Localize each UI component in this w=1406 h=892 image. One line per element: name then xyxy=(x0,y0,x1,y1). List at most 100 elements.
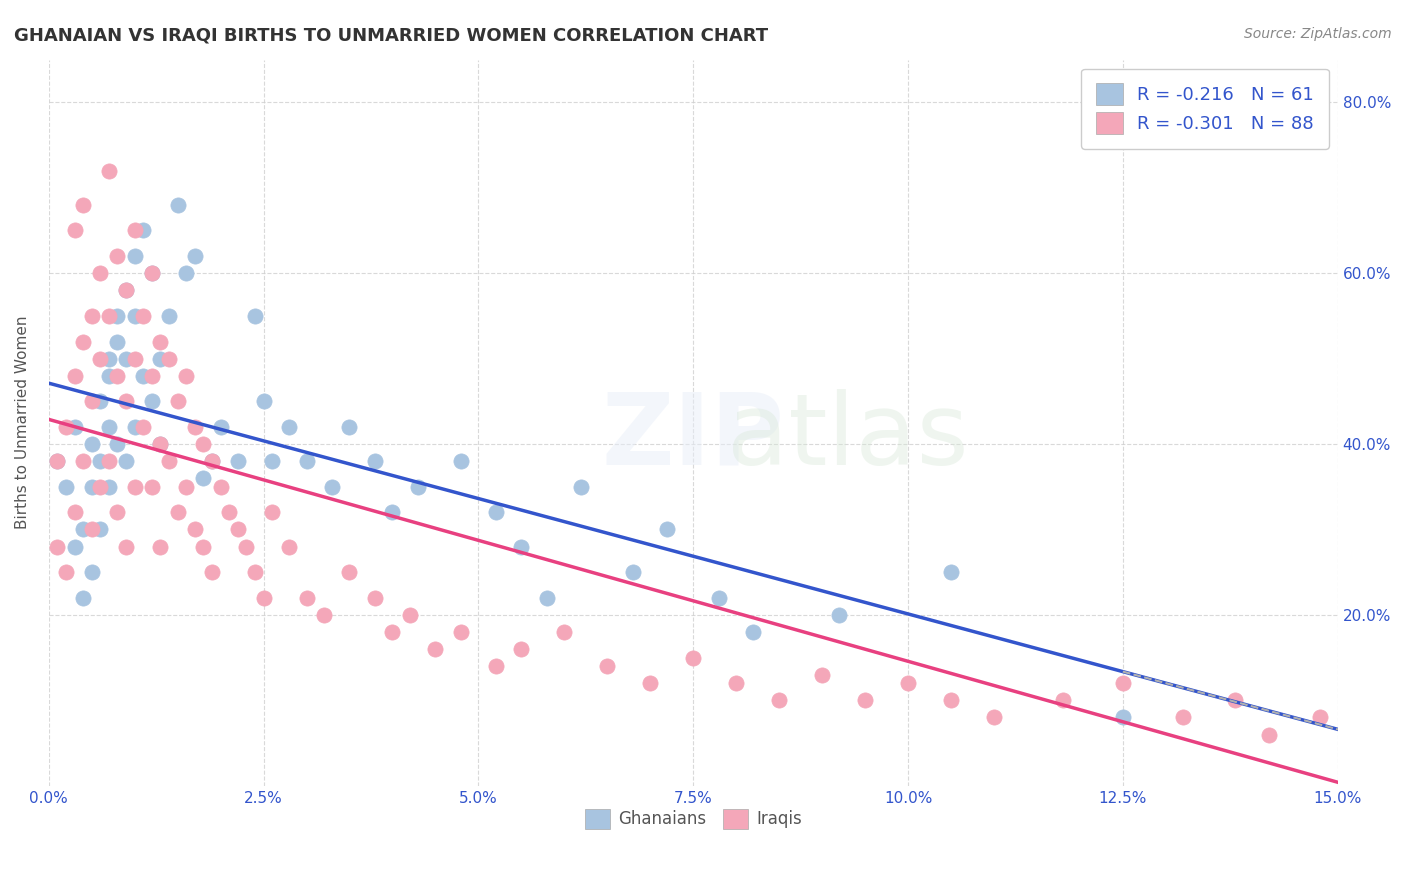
Point xyxy=(115,351,138,366)
Point xyxy=(124,309,146,323)
Point xyxy=(811,667,834,681)
Point xyxy=(1309,710,1331,724)
Point xyxy=(1223,693,1246,707)
Point xyxy=(157,309,180,323)
Point xyxy=(149,334,172,349)
Point xyxy=(1112,710,1135,724)
Point xyxy=(63,505,86,519)
Point xyxy=(553,625,575,640)
Point xyxy=(262,454,284,468)
Point xyxy=(149,351,172,366)
Point xyxy=(132,420,155,434)
Point xyxy=(124,223,146,237)
Point xyxy=(450,625,472,640)
Point xyxy=(295,454,318,468)
Point xyxy=(596,659,619,673)
Point xyxy=(149,437,172,451)
Point xyxy=(80,309,103,323)
Point xyxy=(132,309,155,323)
Point xyxy=(166,394,188,409)
Point xyxy=(621,565,644,579)
Point xyxy=(226,523,249,537)
Point xyxy=(115,283,138,297)
Point xyxy=(80,480,103,494)
Point xyxy=(132,368,155,383)
Point xyxy=(484,505,506,519)
Point xyxy=(80,437,103,451)
Point xyxy=(63,540,86,554)
Point xyxy=(124,351,146,366)
Point xyxy=(398,607,420,622)
Point xyxy=(243,565,266,579)
Point xyxy=(364,454,387,468)
Point xyxy=(184,420,207,434)
Point xyxy=(80,565,103,579)
Point xyxy=(235,540,257,554)
Point xyxy=(149,437,172,451)
Point xyxy=(252,591,274,605)
Y-axis label: Births to Unmarried Women: Births to Unmarried Women xyxy=(15,316,30,530)
Point xyxy=(339,420,361,434)
Point xyxy=(184,249,207,263)
Point xyxy=(124,420,146,434)
Point xyxy=(707,591,730,605)
Point xyxy=(536,591,558,605)
Point xyxy=(63,223,86,237)
Point xyxy=(89,523,111,537)
Point xyxy=(132,223,155,237)
Point xyxy=(149,540,172,554)
Point xyxy=(72,523,94,537)
Point xyxy=(97,480,120,494)
Point xyxy=(46,454,69,468)
Point xyxy=(124,480,146,494)
Point xyxy=(638,676,661,690)
Point xyxy=(193,540,215,554)
Point xyxy=(853,693,876,707)
Point xyxy=(1395,710,1406,724)
Point xyxy=(141,266,163,280)
Point xyxy=(828,607,851,622)
Point xyxy=(107,368,129,383)
Point xyxy=(89,351,111,366)
Point xyxy=(768,693,790,707)
Point xyxy=(89,394,111,409)
Point xyxy=(72,454,94,468)
Point xyxy=(218,505,240,519)
Point xyxy=(262,505,284,519)
Point xyxy=(72,334,94,349)
Point xyxy=(115,283,138,297)
Point xyxy=(321,480,343,494)
Point xyxy=(1257,727,1279,741)
Point xyxy=(63,420,86,434)
Point xyxy=(510,540,533,554)
Point xyxy=(141,480,163,494)
Point xyxy=(484,659,506,673)
Text: GHANAIAN VS IRAQI BIRTHS TO UNMARRIED WOMEN CORRELATION CHART: GHANAIAN VS IRAQI BIRTHS TO UNMARRIED WO… xyxy=(14,27,768,45)
Point xyxy=(381,625,404,640)
Point xyxy=(72,198,94,212)
Point xyxy=(80,394,103,409)
Point xyxy=(97,163,120,178)
Point xyxy=(97,351,120,366)
Point xyxy=(174,266,197,280)
Point xyxy=(115,540,138,554)
Point xyxy=(55,420,77,434)
Point xyxy=(510,642,533,657)
Point xyxy=(682,650,704,665)
Point xyxy=(209,420,232,434)
Point xyxy=(725,676,748,690)
Point xyxy=(983,710,1005,724)
Point xyxy=(174,480,197,494)
Text: Source: ZipAtlas.com: Source: ZipAtlas.com xyxy=(1244,27,1392,41)
Point xyxy=(97,420,120,434)
Point xyxy=(80,523,103,537)
Point xyxy=(157,351,180,366)
Point xyxy=(571,480,593,494)
Point xyxy=(107,249,129,263)
Point xyxy=(1052,693,1074,707)
Point xyxy=(381,505,404,519)
Point xyxy=(46,454,69,468)
Point xyxy=(1171,710,1194,724)
Point xyxy=(201,565,224,579)
Point xyxy=(46,540,69,554)
